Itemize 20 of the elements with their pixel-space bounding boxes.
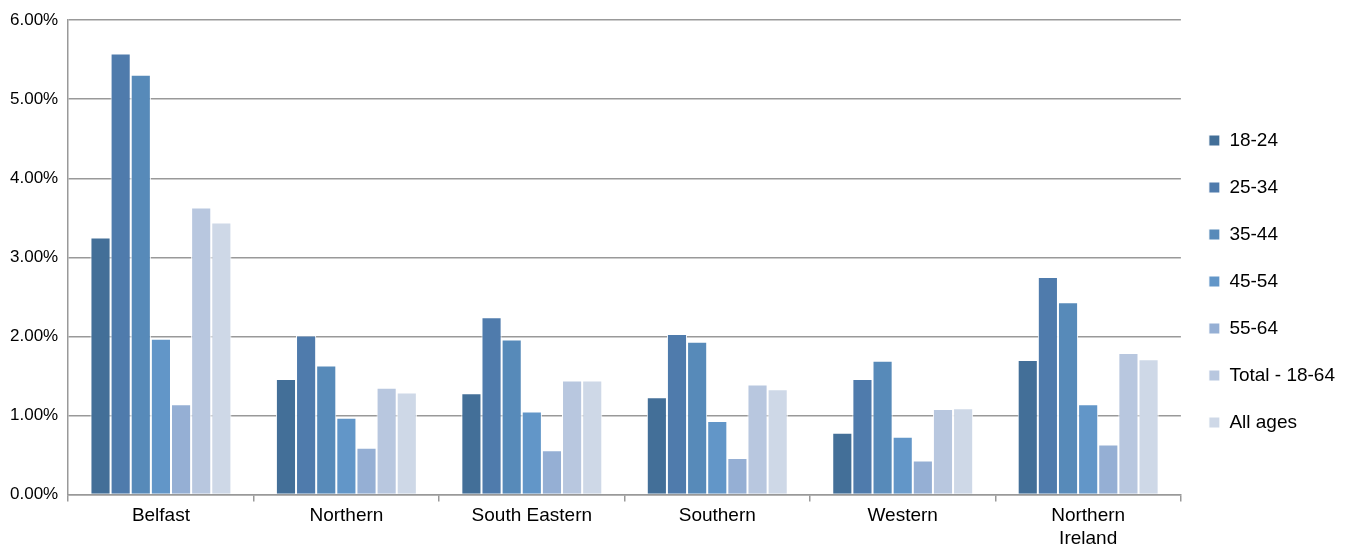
y-tick-label: 0.00% xyxy=(10,484,59,504)
legend-label: 45-54 xyxy=(1229,269,1279,291)
x-tick-label: Belfast xyxy=(131,504,191,526)
y-tick-label: 3.00% xyxy=(10,246,59,266)
x-tick-label: Northern Ireland xyxy=(1051,504,1126,548)
y-tick-label: 6.00% xyxy=(10,9,59,29)
legend-label: 35-44 xyxy=(1229,222,1279,244)
x-tick-label: Northern xyxy=(309,504,384,526)
legend-label: All ages xyxy=(1229,410,1297,432)
legend-label: 18-24 xyxy=(1229,128,1279,150)
legend-label: Total - 18-64 xyxy=(1229,363,1336,385)
x-tick-label: South Eastern xyxy=(471,504,593,526)
x-tick-label: Western xyxy=(867,504,938,526)
y-tick-label: 2.00% xyxy=(10,326,59,346)
x-tick-label: Southern xyxy=(678,504,756,526)
y-tick-label: 5.00% xyxy=(10,88,59,108)
legend-label: 25-34 xyxy=(1229,175,1279,197)
legend-label: 55-64 xyxy=(1229,316,1279,338)
y-tick-label: 4.00% xyxy=(10,167,59,187)
y-tick-label: 1.00% xyxy=(10,405,59,425)
